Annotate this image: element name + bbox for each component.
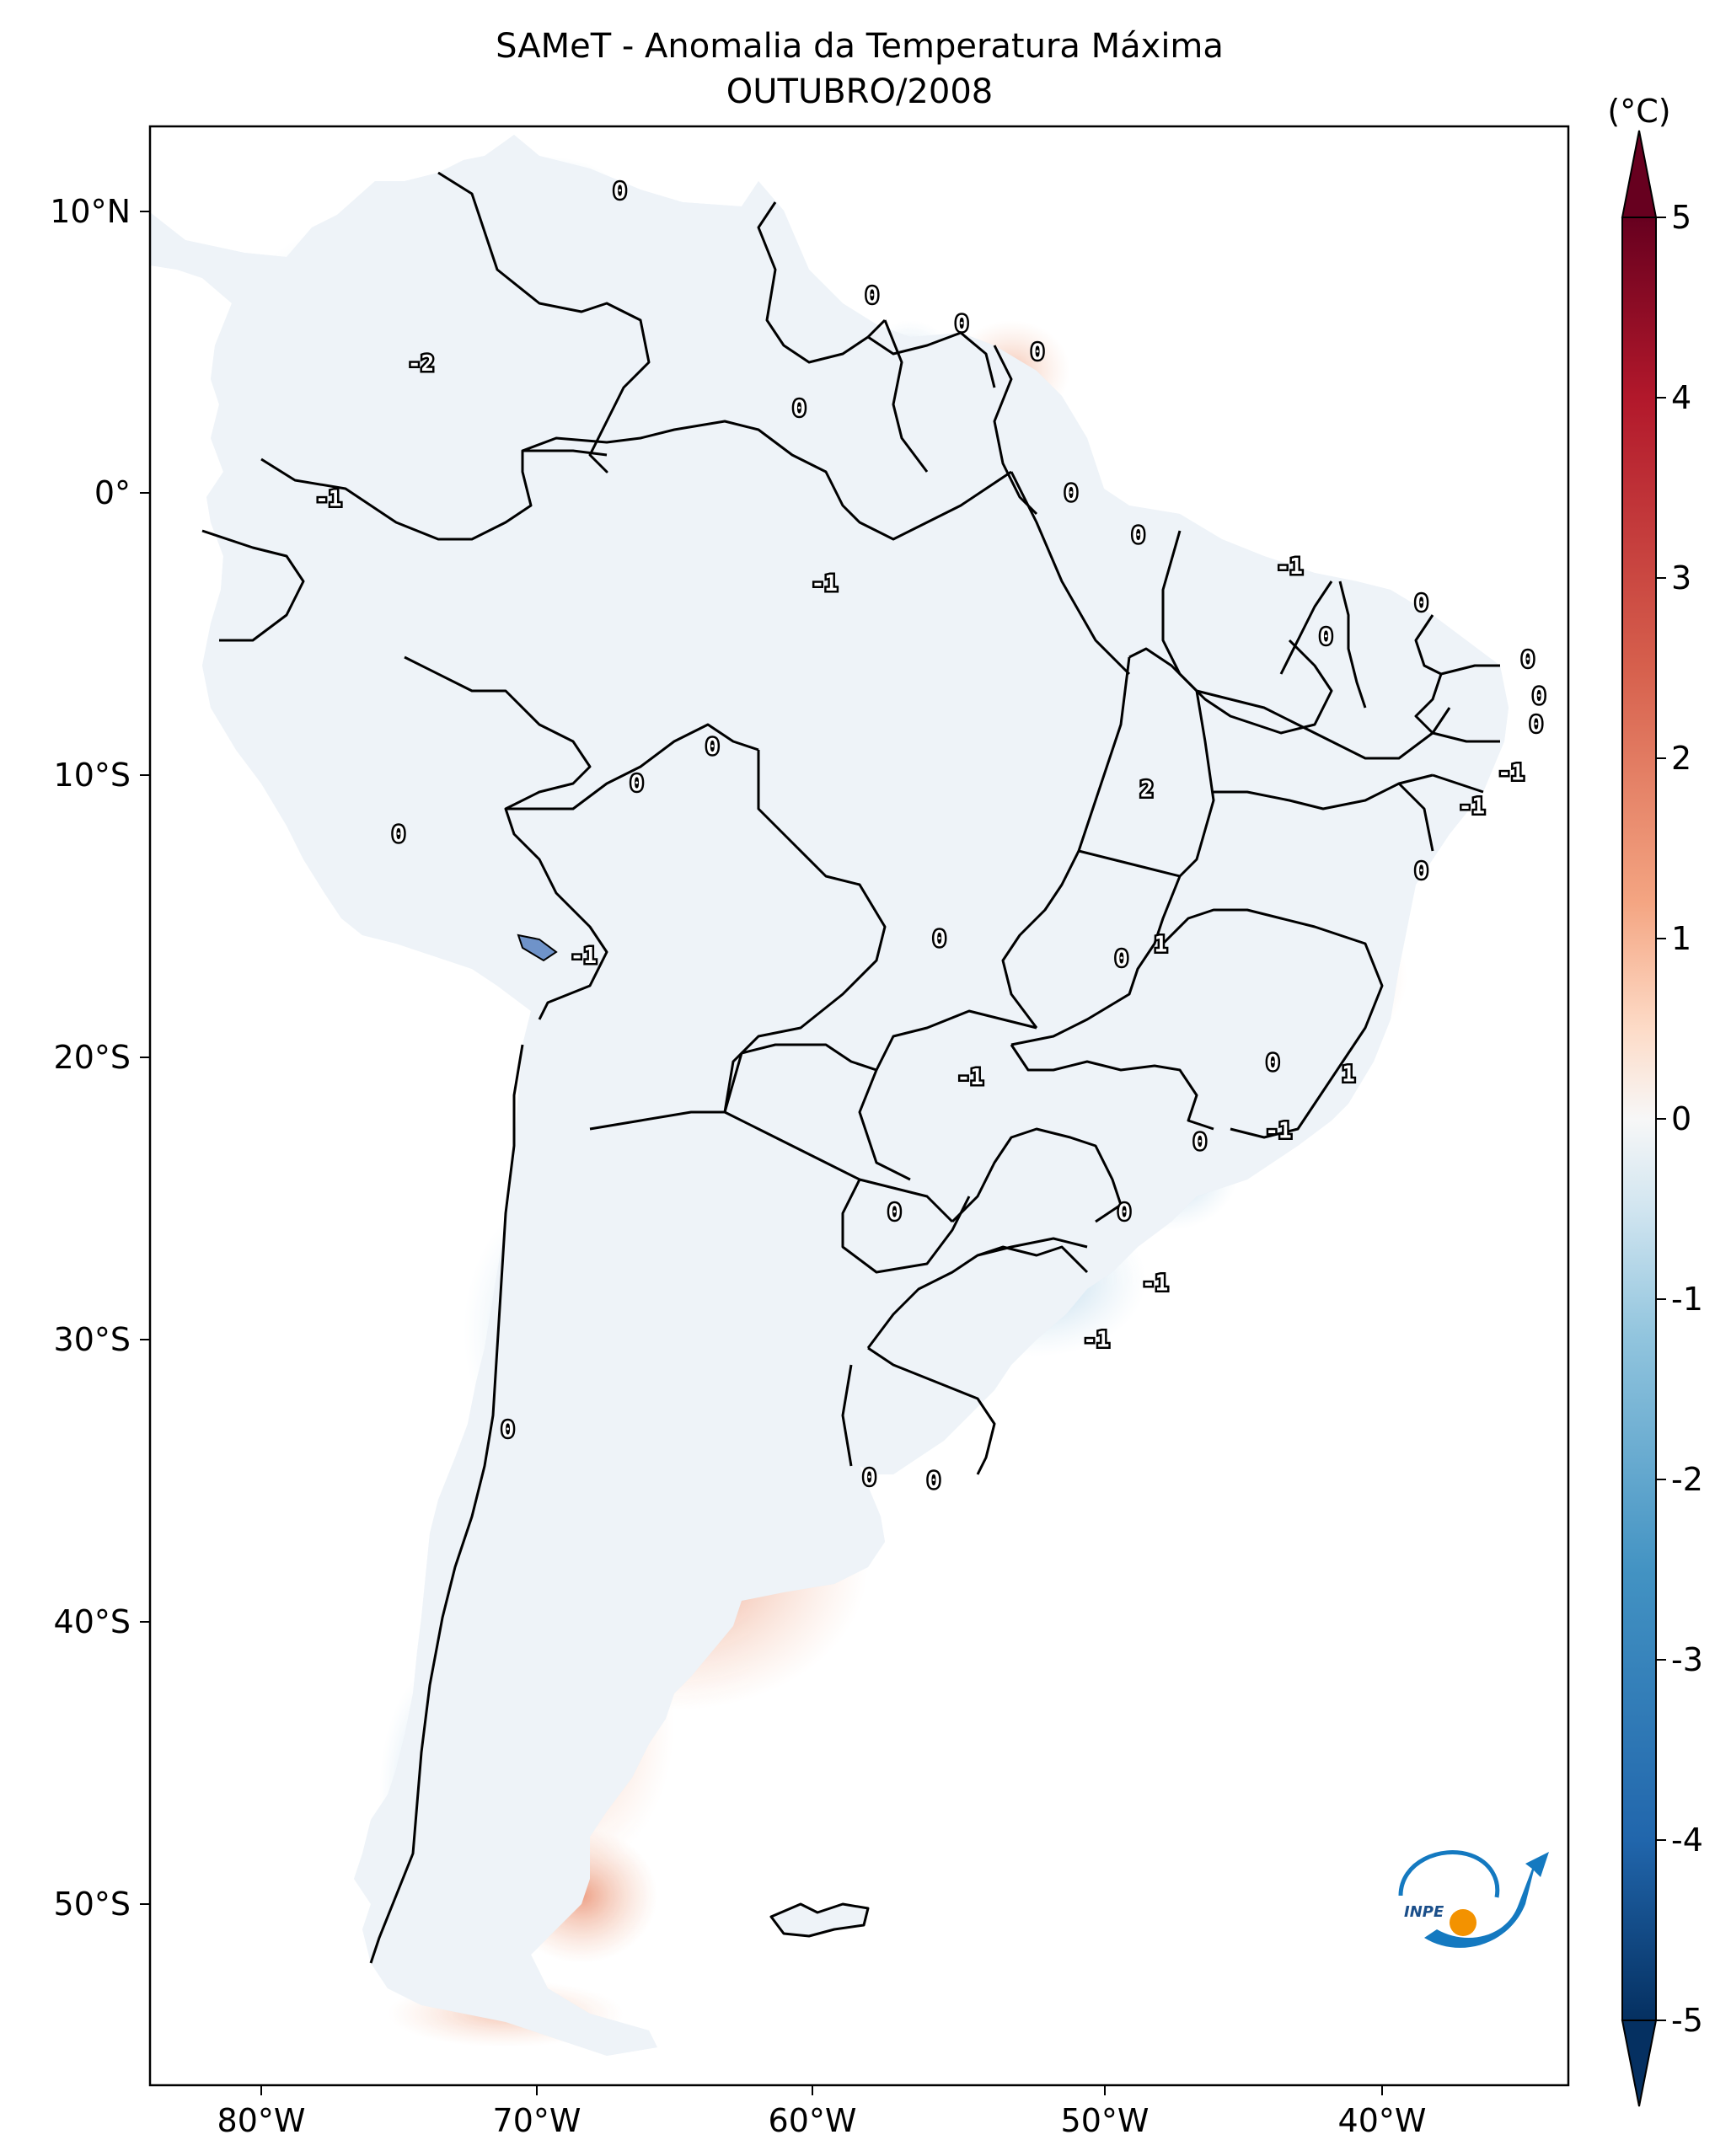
contour-label: 0 [392, 822, 405, 848]
contour-label: 0 [630, 772, 644, 797]
colorbar-tick-label: 3 [1671, 559, 1691, 597]
contour-label: 0 [793, 396, 807, 421]
logo-swoosh-icon [1424, 1852, 1549, 1948]
contour-label: 0 [1193, 1130, 1207, 1155]
contour-label: -1 [957, 1065, 983, 1090]
contour-label: 0 [955, 312, 968, 337]
contour-label: 0 [1415, 591, 1428, 616]
colorbar-tick-label: -2 [1671, 1461, 1703, 1498]
lake-titicaca [517, 934, 558, 962]
contour-label: 0 [1521, 647, 1535, 672]
x-tick-label: 80°W [217, 2102, 306, 2139]
colorbar-tick-label: 2 [1671, 740, 1691, 777]
y-tick-label: 50°S [54, 1886, 131, 1923]
y-tick-label: 30°S [54, 1321, 131, 1358]
logo-orbit-arrow-icon [1398, 1850, 1500, 1898]
y-tick-label: 40°S [54, 1603, 131, 1640]
logo-text: INPE [1404, 1903, 1444, 1921]
political-borders [150, 133, 1510, 2057]
contour-label: 0 [927, 1469, 941, 1494]
logo-dot-icon [1450, 1909, 1476, 1936]
contour-label: 0 [866, 283, 879, 308]
map-panel [148, 125, 1570, 2087]
contour-label: 0 [501, 1417, 515, 1442]
y-tick-label: 0° [94, 474, 131, 511]
contour-label: 0 [1064, 481, 1078, 506]
contour-label: -1 [315, 487, 341, 512]
x-tick-label: 70°W [493, 2102, 581, 2139]
map-title: SAMeT - Anomalia da Temperatura Máxima [496, 27, 1224, 66]
contour-label: 1 [1154, 933, 1167, 958]
inpe-logo: INPE [1398, 1850, 1549, 1948]
contour-label: 0 [1115, 946, 1128, 971]
colorbar-tick-label: 4 [1671, 379, 1691, 416]
y-tick-label: 10°N [50, 193, 131, 230]
contour-label: -1 [571, 944, 597, 969]
contour-label: 0 [1132, 523, 1145, 548]
contour-label: 0 [1320, 625, 1333, 650]
colorbar-tick-label: -4 [1671, 1822, 1703, 1859]
map-subtitle: OUTUBRO/2008 [726, 72, 993, 111]
x-tick-label: 50°W [1061, 2102, 1150, 2139]
falkland-islands [771, 1904, 868, 1936]
x-tick-label: 40°W [1338, 2102, 1427, 2139]
contour-label: 0 [614, 179, 627, 205]
contour-label: -1 [1459, 794, 1485, 819]
contour-label: 0 [1266, 1051, 1279, 1076]
contour-label: -1 [1277, 554, 1303, 580]
colorbar-tick-label: -3 [1671, 1641, 1703, 1678]
contour-label: -1 [812, 571, 838, 597]
contour-label: 0 [863, 1465, 876, 1490]
contour-label: -1 [1142, 1271, 1168, 1296]
y-tick-label: 10°S [54, 757, 131, 794]
colorbar-unit: (°C) [1607, 93, 1670, 130]
contour-label: 0 [705, 735, 719, 760]
y-tick-label: 20°S [54, 1039, 131, 1076]
contour-label: 0 [933, 927, 946, 952]
colorbar-max-extension [1621, 130, 1658, 218]
contour-label: -1 [1083, 1327, 1109, 1352]
contour-label: 2 [1140, 777, 1154, 802]
contour-label: 0 [1530, 712, 1543, 737]
contour-label: -1 [1498, 760, 1524, 785]
y-axis: 10°N 0° 10°S 20°S 30°S 40°S 50°S [50, 193, 150, 1923]
contour-label: -2 [408, 351, 434, 377]
contour-label: 0 [1415, 859, 1428, 885]
colorbar-tick-label: -5 [1671, 2002, 1703, 2039]
contour-label: 1 [1342, 1062, 1355, 1088]
colorbar-tick-label: 5 [1671, 199, 1691, 236]
contour-label: 0 [888, 1201, 902, 1226]
contour-label: 0 [1117, 1201, 1131, 1226]
colorbar: (°C) 5 4 3 2 1 0 -1 -2 -3 -4 -5 [1607, 93, 1703, 2107]
contour-label: -1 [1265, 1119, 1291, 1144]
colorbar-gradient [1621, 217, 1657, 2021]
colorbar-min-extension [1621, 2020, 1658, 2107]
contour-label: 0 [1031, 340, 1044, 365]
contour-label: 0 [1532, 684, 1546, 709]
colorbar-tick-label: 1 [1671, 920, 1691, 957]
x-tick-label: 60°W [769, 2102, 857, 2139]
x-axis: 80°W 70°W 60°W 50°W 40°W [217, 2085, 1427, 2139]
colorbar-tick-label: 0 [1671, 1100, 1691, 1137]
colorbar-tick-label: -1 [1671, 1281, 1703, 1318]
